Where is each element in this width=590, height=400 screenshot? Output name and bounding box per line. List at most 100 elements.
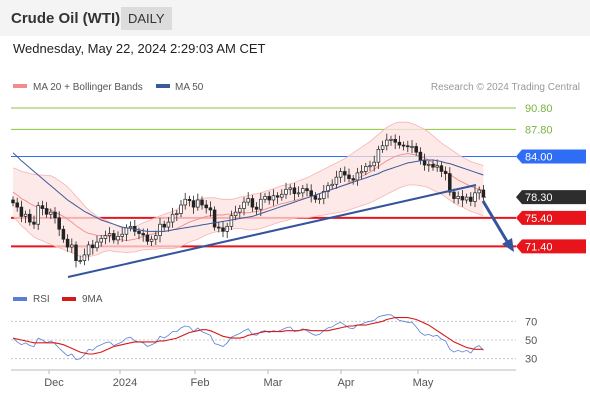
candle-body: [359, 171, 364, 174]
level-tag-current: [516, 190, 586, 205]
level-label-target: 87.80: [525, 124, 553, 136]
candle-body: [246, 198, 250, 203]
candle-body: [103, 235, 108, 239]
candle-body: [99, 238, 103, 243]
x-tick-label: Dec: [44, 377, 64, 389]
x-tick-label: 2024: [113, 377, 137, 389]
ma20-line: [12, 153, 484, 242]
candle-body: [275, 195, 280, 198]
candle-body: [443, 171, 448, 174]
candle-body: [86, 244, 91, 256]
candle-body: [196, 199, 200, 208]
candle-body: [372, 161, 376, 167]
candle-body: [238, 208, 242, 213]
rsi-panel: 70 50 30: [11, 314, 537, 366]
candle-body: [112, 233, 116, 241]
candle-body: [309, 190, 313, 197]
candle-body: [414, 146, 418, 153]
candle-body: [158, 223, 162, 236]
candle-body: [385, 139, 389, 147]
candle-body: [212, 209, 217, 228]
candle-body: [397, 141, 402, 146]
candle-body: [418, 151, 423, 161]
candle-body: [11, 199, 15, 204]
legend-rsi: RSI: [33, 294, 50, 305]
candle-body: [23, 213, 28, 217]
candle-body: [305, 188, 309, 192]
x-tick-label: Feb: [191, 377, 210, 389]
candle-body: [410, 146, 414, 148]
candle-body: [368, 165, 372, 168]
legend-ma50: MA 50: [175, 82, 204, 93]
candle-body: [200, 199, 204, 206]
candle-body: [107, 233, 112, 236]
ma50-line: [12, 152, 484, 232]
candle-body: [61, 228, 66, 240]
rsi-tick-label: 30: [525, 354, 537, 366]
candle-body: [427, 163, 431, 166]
candle-body: [36, 205, 40, 225]
candle-body: [460, 196, 465, 201]
candle-body: [355, 172, 360, 181]
forecast-arrow-head: [502, 238, 514, 252]
level-label-current: 78.30: [525, 192, 553, 204]
level-tag-support: [516, 239, 586, 254]
candle-body: [351, 178, 355, 181]
rsi-series-RSI: [12, 314, 484, 361]
candle-body: [481, 189, 486, 198]
level-tag-resistance: [516, 149, 586, 164]
x-tick-label: Mar: [264, 377, 283, 389]
candles: [11, 133, 486, 268]
candle-body: [91, 244, 95, 249]
legend-9ma: 9MA: [82, 294, 103, 305]
rsi-series-9MA: [12, 317, 484, 355]
bollinger-fill: [13, 122, 484, 257]
candle-body: [343, 171, 347, 176]
candle-body: [464, 196, 469, 201]
legend-swatch-bollinger: [13, 84, 27, 88]
candle-body: [82, 254, 87, 261]
x-axis: Dec 2024 Feb Mar Apr May: [44, 370, 434, 389]
candle-body: [338, 171, 343, 178]
candle-body: [313, 195, 318, 200]
candle-body: [254, 206, 259, 210]
candle-body: [145, 234, 150, 242]
legend-bollinger: MA 20 + Bollinger Bands: [33, 82, 143, 93]
trendline: [67, 184, 477, 278]
candle-body: [469, 196, 473, 202]
legend-swatch-rsi: [13, 297, 27, 301]
candle-body: [116, 236, 120, 241]
x-tick-label: Apr: [337, 377, 354, 389]
rsi-tick-label: 50: [525, 335, 537, 347]
candle-body: [439, 165, 444, 172]
candle-body: [393, 139, 397, 143]
candle-body: [229, 215, 234, 227]
candle-body: [15, 202, 19, 208]
candle-body: [191, 200, 196, 208]
candle-body: [183, 198, 187, 206]
candle-body: [376, 148, 381, 163]
level-label-support: 75.40: [525, 213, 553, 225]
candle-body: [473, 192, 477, 202]
candle-body: [141, 233, 145, 236]
candle-body: [233, 211, 238, 217]
candle-body: [259, 198, 263, 210]
candle-body: [271, 195, 276, 201]
candle-body: [284, 188, 288, 195]
candle-body: [448, 173, 452, 193]
chart-header: Crude Oil (WTI) DAILY: [0, 0, 590, 36]
candle-body: [401, 144, 406, 147]
candle-body: [347, 174, 351, 179]
level-label-support: 71.40: [525, 241, 553, 253]
timeframe-badge[interactable]: DAILY: [121, 7, 172, 30]
level-label-resistance: 84.00: [525, 151, 553, 163]
bollinger-lower: [12, 184, 484, 258]
legend-swatch-ma50: [156, 84, 170, 88]
level-label-target: 90.80: [525, 103, 553, 115]
candle-body: [175, 213, 179, 215]
candle-body: [44, 208, 49, 215]
candle-body: [40, 205, 45, 209]
candle-body: [149, 238, 154, 242]
rsi-tick-label: 70: [525, 316, 537, 328]
